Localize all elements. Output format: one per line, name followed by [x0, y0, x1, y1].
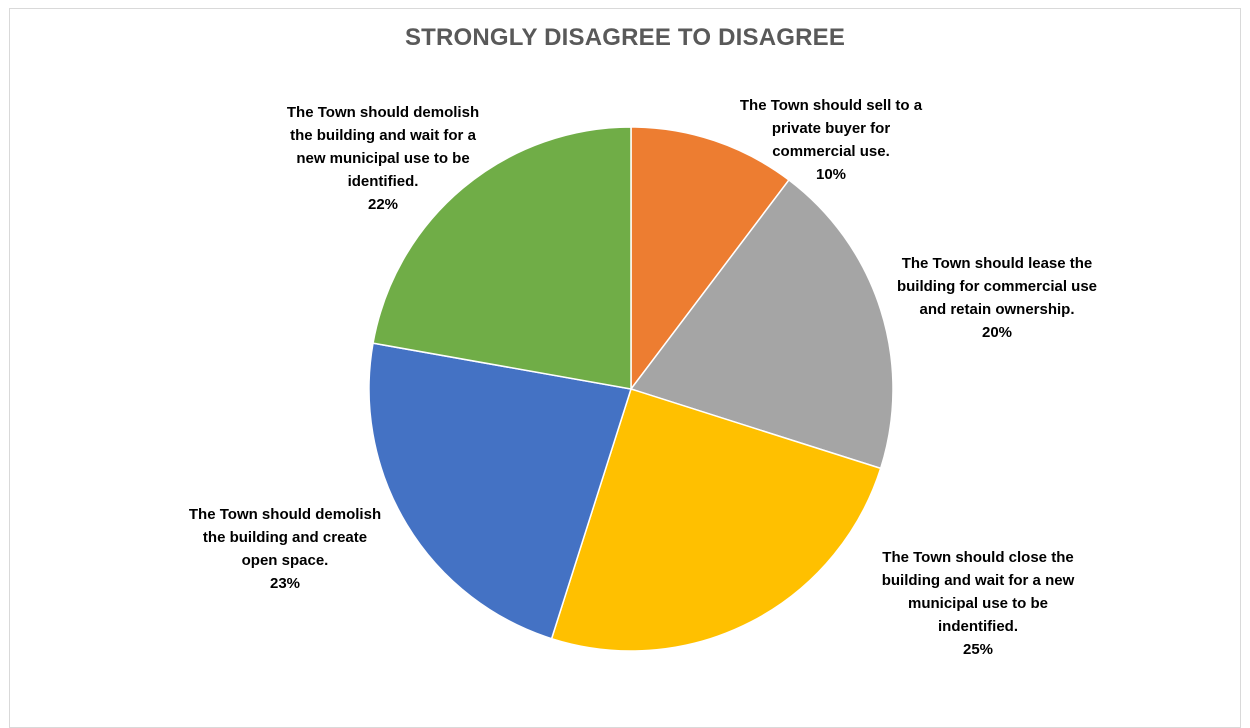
slice-label-2: The Town should lease the building for co… [897, 255, 1097, 341]
slice-label-1: The Town should sell to a private buyer f… [740, 97, 923, 183]
pie-slice-5 [372, 126, 632, 390]
slice-label-line: the building and wait for a [290, 127, 476, 144]
slice-label-line: open space. [242, 552, 329, 569]
slice-label-line: The Town should demolish [189, 506, 381, 523]
slice-label-line: The Town should lease the [902, 255, 1093, 272]
pie-slice-2 [629, 178, 894, 470]
slice-label-line: private buyer for [772, 120, 891, 137]
slice-label-line: new municipal use to be [296, 150, 469, 167]
slice-label-5: The Town should demolish the building and… [287, 104, 479, 213]
slice-label-line: building and wait for a new [882, 572, 1075, 589]
slice-label-line: The Town should sell to a [740, 97, 923, 114]
slice-label-4: The Town should demolish the building and… [189, 506, 381, 592]
slice-percent-label: 20% [982, 324, 1012, 341]
slice-label-line: and retain ownership. [919, 301, 1074, 318]
slice-percent-label: 22% [368, 196, 398, 213]
slice-label-line: The Town should demolish [287, 104, 479, 121]
slice-percent-label: 10% [816, 166, 846, 183]
slice-label-line: municipal use to be [908, 595, 1048, 612]
slice-label-line: indentified. [938, 618, 1018, 635]
slice-percent-label: 23% [270, 575, 300, 592]
slice-label-line: building for commercial use [897, 278, 1097, 295]
slice-label-line: identified. [348, 173, 419, 190]
pie-slice-3 [550, 388, 882, 652]
pie-slice-1 [630, 126, 791, 392]
pie-chart: The Town should sell to a private buyer f… [189, 97, 1097, 658]
slice-label-line: commercial use. [772, 143, 890, 160]
slice-label-line: The Town should close the [882, 549, 1073, 566]
slice-label-3: The Town should close the building and wa… [882, 549, 1075, 658]
chart-title: STRONGLY DISAGREE TO DISAGREE [404, 24, 846, 51]
pie-slice-4 [368, 342, 632, 640]
slice-percent-label: 25% [963, 641, 993, 658]
slice-label-line: the building and create [203, 529, 367, 546]
